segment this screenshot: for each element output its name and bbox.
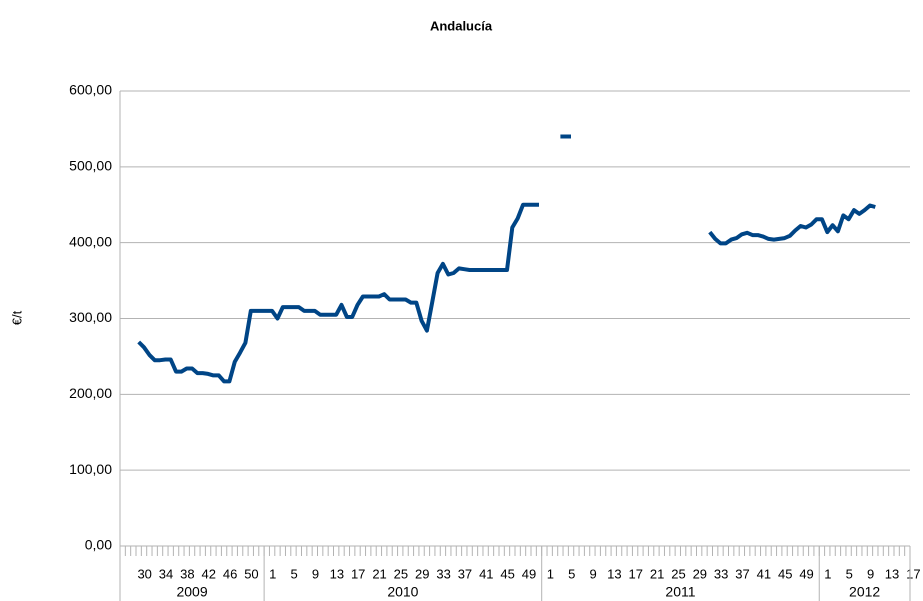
year-label: 2010 xyxy=(387,584,418,600)
x-tick-label: 37 xyxy=(458,566,472,581)
x-tick-label: 46 xyxy=(223,566,237,581)
x-tick-label: 50 xyxy=(244,566,258,581)
x-tick-label: 5 xyxy=(291,566,298,581)
y-tick-label: 200,00 xyxy=(69,385,112,401)
x-tick-label: 30 xyxy=(137,566,151,581)
x-tick-label: 29 xyxy=(415,566,429,581)
y-tick-label: 0,00 xyxy=(85,537,112,553)
x-tick-label: 41 xyxy=(479,566,493,581)
y-tick-label: 100,00 xyxy=(69,461,112,477)
x-tick-label: 5 xyxy=(846,566,853,581)
x-tick-label: 42 xyxy=(202,566,216,581)
y-tick-label: 300,00 xyxy=(69,309,112,325)
x-tick-label: 33 xyxy=(714,566,728,581)
x-tick-label: 1 xyxy=(269,566,276,581)
x-tick-label: 25 xyxy=(671,566,685,581)
x-tick-label: 45 xyxy=(778,566,792,581)
x-tick-label: 38 xyxy=(180,566,194,581)
x-tick-label: 17 xyxy=(629,566,643,581)
x-tick-label: 49 xyxy=(799,566,813,581)
x-tick-label: 37 xyxy=(735,566,749,581)
x-tick-label: 1 xyxy=(547,566,554,581)
x-tick-label: 17 xyxy=(906,566,920,581)
x-tick-label: 1 xyxy=(824,566,831,581)
y-tick-label: 500,00 xyxy=(69,158,112,174)
x-tick-label: 9 xyxy=(312,566,319,581)
x-tick-label: 5 xyxy=(568,566,575,581)
year-label: 2012 xyxy=(849,584,880,600)
x-tick-label: 9 xyxy=(589,566,596,581)
x-tick-label: 33 xyxy=(436,566,450,581)
x-tick-label: 21 xyxy=(650,566,664,581)
x-tick-label: 13 xyxy=(607,566,621,581)
x-tick-label: 41 xyxy=(757,566,771,581)
data-line xyxy=(137,134,876,384)
chart-title: Andalucía xyxy=(430,18,493,33)
year-label: 2009 xyxy=(176,584,207,600)
x-tick-label: 34 xyxy=(159,566,173,581)
x-tick-label: 45 xyxy=(500,566,514,581)
x-tick-label: 9 xyxy=(867,566,874,581)
x-tick-label: 13 xyxy=(885,566,899,581)
x-tick-label: 49 xyxy=(522,566,536,581)
x-tick-label: 13 xyxy=(330,566,344,581)
x-tick-label: 25 xyxy=(394,566,408,581)
year-label: 2011 xyxy=(665,584,695,600)
x-tick-label: 29 xyxy=(693,566,707,581)
y-axis-label: €/t xyxy=(9,310,24,325)
y-tick-label: 400,00 xyxy=(69,233,112,249)
x-tick-label: 21 xyxy=(372,566,386,581)
x-tick-label: 17 xyxy=(351,566,365,581)
y-tick-label: 600,00 xyxy=(69,82,112,98)
